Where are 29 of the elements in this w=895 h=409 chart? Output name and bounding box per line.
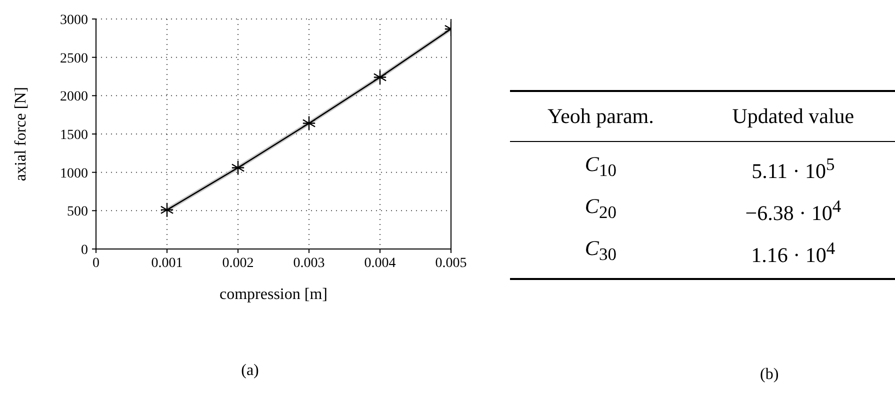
- x-tick-label: 0.004: [364, 256, 396, 271]
- x-tick-label: 0.001: [151, 256, 183, 271]
- point: [160, 202, 174, 218]
- x-tick-label: 0.005: [435, 256, 467, 271]
- y-tick-label: 500: [67, 204, 88, 220]
- y-tick-label: 2500: [60, 51, 88, 66]
- y-axis-title: axial force [N]: [12, 86, 30, 182]
- y-tick-label: 3000: [60, 12, 88, 28]
- x-tick-label: 0: [92, 256, 100, 271]
- y-tick-label: 1000: [60, 166, 88, 182]
- text: C$_{30}$: [584, 235, 618, 267]
- text: C$_{10}$: [584, 151, 618, 183]
- text: 1.16 · 10$^{4}$: [750, 237, 836, 269]
- text: (a): [240, 362, 260, 380]
- text: 5.11 · 10$^{5}$: [750, 153, 836, 185]
- point: [231, 160, 245, 176]
- point: [302, 116, 316, 131]
- x-tick-label: 0.002: [222, 256, 254, 271]
- text: C$_{20}$: [584, 193, 618, 225]
- y-tick-label: 1500: [60, 128, 88, 143]
- y-tick-label: 0: [81, 242, 88, 258]
- text: Updated value: [731, 103, 856, 130]
- x-tick-label: 0.003: [293, 256, 325, 271]
- text: (b): [760, 366, 779, 384]
- x-axis-title: compression [m]: [220, 286, 328, 303]
- text: −6.38 · 10$^{4}$: [744, 195, 842, 227]
- y-tick-label: 2000: [60, 90, 88, 105]
- text: Yeoh param.: [546, 103, 655, 130]
- point: [373, 70, 387, 85]
